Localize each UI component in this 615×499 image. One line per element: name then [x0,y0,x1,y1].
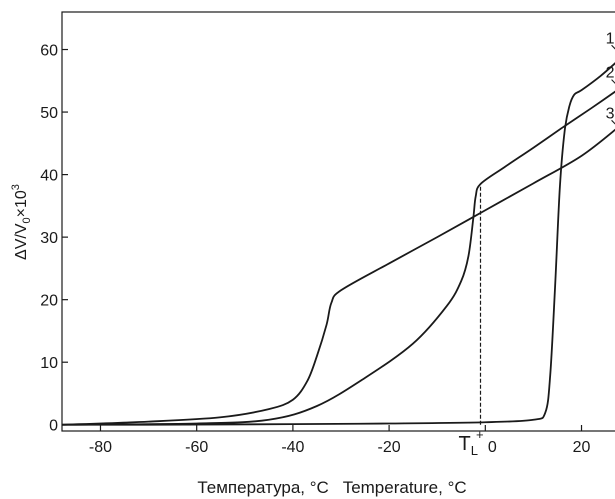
series-1-line [61,62,615,426]
y-title-sup: 3 [10,184,22,190]
x-tick-label: 0 [488,439,497,456]
x-tick-label: -60 [185,439,208,456]
t-l-label: TL+ [459,427,484,458]
t-l-sup: + [476,427,484,442]
x-tick-label: -20 [378,439,401,456]
y-title-mult: ×10 [13,190,30,217]
y-tick-label: 30 [40,230,58,247]
y-tick-label: 10 [40,355,58,372]
x-axis-title: Температура, °C Temperature, °C [197,478,466,497]
y-tick-label: 40 [40,168,58,185]
series-layer [61,62,615,426]
y-tick-label: 60 [40,43,58,60]
x-tick-label: -80 [89,439,112,456]
y-title-sub: 0 [21,217,33,223]
x-tick-label: -40 [281,439,304,456]
series-2-line [61,90,615,426]
y-title-main: ΔV/V [13,223,30,260]
series-3-line [61,128,615,426]
y-axis: 0 10 20 30 40 50 60 [40,43,68,435]
curve-label-2: 2 [606,65,615,82]
curve-label-1: 1 [606,30,615,47]
t-l-sub: L [471,443,478,458]
y-tick-label: 50 [40,105,58,122]
t-l-main: T [459,433,471,455]
plot-frame [61,11,615,432]
y-tick-label: 0 [49,418,58,435]
curve-labels: 1 2 3 [606,30,615,125]
x-axis: -80 -60 -40 -20 0 20 [89,425,591,456]
curve-label-3: 3 [606,105,615,122]
x-tick-label: 20 [573,439,591,456]
y-tick-label: 20 [40,293,58,310]
y-axis-title: ΔV/V0×103 [10,184,33,260]
